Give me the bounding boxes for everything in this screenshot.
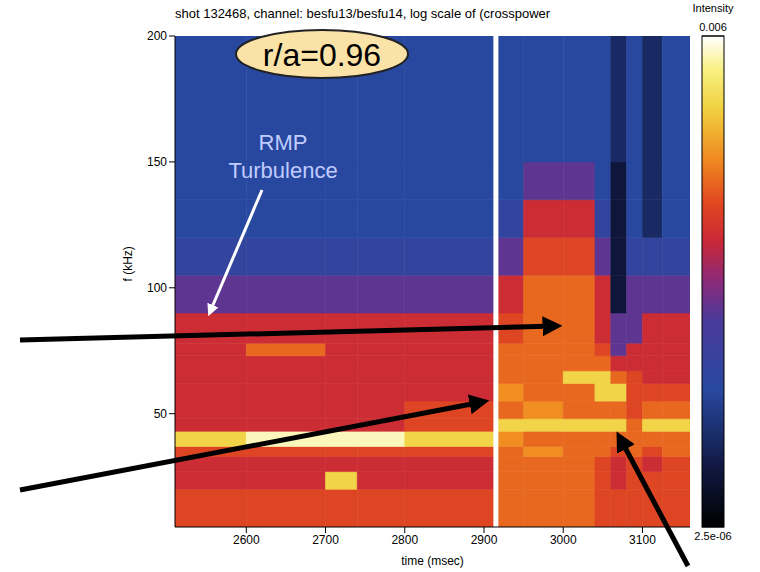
svg-text:shot 132468, channel: besfu13/: shot 132468, channel: besfu13/besfu14, l… <box>175 6 551 21</box>
svg-text:Intensity: Intensity <box>693 2 734 14</box>
svg-text:2900: 2900 <box>471 533 498 547</box>
svg-text:Turbulence: Turbulence <box>228 158 337 183</box>
svg-text:2.5e-06: 2.5e-06 <box>694 530 731 542</box>
svg-text:50: 50 <box>154 407 168 421</box>
svg-text:0.006: 0.006 <box>699 21 727 33</box>
svg-text:2700: 2700 <box>312 533 339 547</box>
svg-text:RMP: RMP <box>259 130 308 155</box>
svg-text:r/a=0.96: r/a=0.96 <box>263 37 381 73</box>
svg-text:100: 100 <box>147 281 167 295</box>
svg-text:2800: 2800 <box>391 533 418 547</box>
svg-text:200: 200 <box>147 29 167 43</box>
svg-text:3000: 3000 <box>550 533 577 547</box>
svg-text:f (kHz): f (kHz) <box>121 246 135 281</box>
svg-text:150: 150 <box>147 155 167 169</box>
svg-text:3100: 3100 <box>629 533 656 547</box>
svg-text:time (msec): time (msec) <box>401 554 464 568</box>
svg-text:2600: 2600 <box>233 533 260 547</box>
